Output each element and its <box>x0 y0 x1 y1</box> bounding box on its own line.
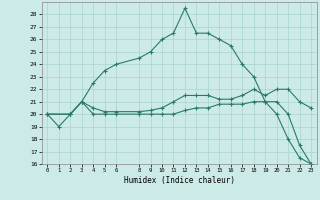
X-axis label: Humidex (Indice chaleur): Humidex (Indice chaleur) <box>124 176 235 185</box>
